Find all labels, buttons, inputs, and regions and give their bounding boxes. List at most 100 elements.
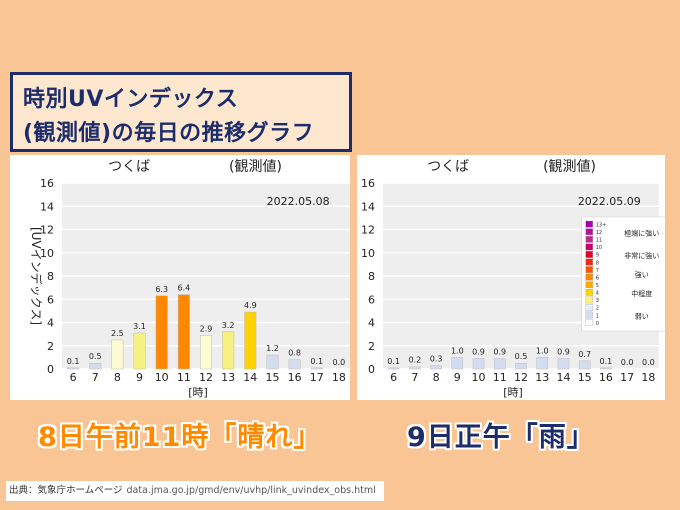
chart0-data-label: 2.9 xyxy=(200,324,213,333)
chart1-legend-swatch xyxy=(585,258,593,266)
chart0-bar xyxy=(310,367,323,370)
chart0-xtick-label: 10 xyxy=(155,371,169,384)
chart1-legend-swatch xyxy=(585,220,593,228)
chart1-bar xyxy=(430,365,442,370)
chart0-xtick-label: 15 xyxy=(265,371,279,384)
chart1-legend-level: 8 xyxy=(596,260,599,266)
chart0-data-label: 0.1 xyxy=(67,357,80,366)
chart1-ytick-label: 8 xyxy=(368,270,375,283)
chart1-bar xyxy=(493,358,506,370)
chart0-data-label: 2.5 xyxy=(111,329,124,338)
chart1-legend-swatch xyxy=(585,304,593,311)
chart1-bar xyxy=(600,367,612,370)
chart1-legend-level: 11 xyxy=(596,238,602,244)
chart1-legend-level: 9 xyxy=(596,253,599,259)
chart0-data-label: 0.8 xyxy=(288,349,301,358)
chart1-ytick-label: 16 xyxy=(361,177,375,190)
chart1-legend-swatch xyxy=(585,266,593,273)
chart1-xtick-label: 16 xyxy=(599,371,613,384)
chart0-xtick-label: 11 xyxy=(177,371,191,384)
chart-panel-left: つくば (観測値) 0 2 4 6 8 10 12 14 16 2022.05.08 0.1 6 0.5 7 2… xyxy=(10,155,350,400)
chart1-legend-swatch xyxy=(585,296,593,304)
chart1-ytick-label: 6 xyxy=(368,293,375,306)
chart1-legend-level: 13+ xyxy=(596,222,607,228)
chart0-data-label: 4.9 xyxy=(244,301,257,310)
source-label: 出典：気象庁ホームページ xyxy=(9,485,123,496)
chart0-bar xyxy=(67,367,80,370)
chart1-ytick-label: 10 xyxy=(361,247,375,260)
chart0-data-label: 0.0 xyxy=(333,358,346,367)
chart1-xtick-label: 17 xyxy=(620,371,634,384)
chart1-xtick-label: 10 xyxy=(472,371,486,384)
chart0-xtick-label: 14 xyxy=(243,371,257,384)
chart1-ytick-label: 4 xyxy=(368,317,375,330)
chart0-ytick-label: 12 xyxy=(40,224,54,237)
chart1-legend-level: 0 xyxy=(596,321,599,327)
chart1-data-label: 0.9 xyxy=(557,348,570,357)
chart1-data-label: 0.2 xyxy=(408,356,421,365)
chart1-legend-level: 10 xyxy=(596,245,602,251)
chart1-legend-level: 2 xyxy=(596,306,599,312)
chart1-legend-category: 非常に強い xyxy=(624,251,659,260)
chart1-bar xyxy=(557,358,570,370)
chart1-legend-level: 6 xyxy=(596,275,599,281)
chart0-xlabel: [時] xyxy=(188,386,208,399)
chart1-legend-swatch xyxy=(585,243,593,251)
chart0-ytick-label: 0 xyxy=(47,363,54,376)
chart0-bar xyxy=(111,339,124,370)
chart1-bar xyxy=(536,357,549,370)
chart1-xtick-label: 14 xyxy=(556,371,570,384)
chart1-bar xyxy=(578,360,591,370)
chart1-bar xyxy=(451,357,464,370)
chart1-bar xyxy=(472,358,485,370)
chart1-kind: (観測値) xyxy=(543,158,596,175)
chart1-legend-swatch xyxy=(585,251,593,258)
chart0-data-label: 6.3 xyxy=(155,285,168,294)
chart0-ytick-label: 6 xyxy=(47,293,54,306)
chart0-xtick-label: 12 xyxy=(199,371,213,384)
chart1-xtick-label: 9 xyxy=(454,371,461,384)
chart0-kind: (観測値) xyxy=(229,158,282,175)
chart1-data-label: 1.0 xyxy=(536,346,549,355)
chart1-legend-level: 3 xyxy=(596,298,599,304)
chart0-bar xyxy=(155,295,168,370)
uv-chart-may-09: つくば (観測値)02468101214162022.05.090.160.270… xyxy=(361,158,665,399)
chart0-bar xyxy=(222,331,235,370)
chart1-legend-level: 7 xyxy=(596,268,599,274)
chart0-bar xyxy=(133,332,146,370)
chart1-legend-swatch xyxy=(585,235,593,243)
chart1-xtick-label: 12 xyxy=(514,371,528,384)
chart1-xtick-label: 18 xyxy=(641,371,655,384)
uv-chart-may-08: つくば (観測値) 0 2 4 6 8 10 12 14 16 2022.05.08 0.1 6 0.5 7 2… xyxy=(29,158,350,399)
chart1-bar xyxy=(387,367,400,370)
chart1-ytick-label: 12 xyxy=(361,224,375,237)
chart1-data-label: 0.5 xyxy=(515,352,528,361)
chart1-legend-level: 4 xyxy=(596,291,599,297)
chart1-legend-swatch xyxy=(585,288,593,296)
chart0-xtick-label: 7 xyxy=(92,371,99,384)
chart0-xtick-label: 16 xyxy=(288,371,302,384)
chart1-data-label: 0.3 xyxy=(430,355,443,364)
chart0-bar xyxy=(89,362,102,370)
chart0-bar xyxy=(177,294,190,370)
chart0-bar xyxy=(288,359,301,370)
chart1-data-label: 0.7 xyxy=(578,350,591,359)
chart1-legend-swatch xyxy=(585,319,593,326)
chart0-xtick-label: 8 xyxy=(114,371,121,384)
chart1-legend-category: 強い xyxy=(635,271,649,279)
chart0-xtick-label: 17 xyxy=(310,371,324,384)
source-credit: 出典：気象庁ホームページ data.jma.go.jp/gmd/env/uvhp/… xyxy=(6,481,384,501)
chart1-xtick-label: 6 xyxy=(390,371,397,384)
chart1-data-label: 0.1 xyxy=(600,357,613,366)
chart1-data-label: 0.9 xyxy=(472,348,485,357)
chart1-legend-swatch xyxy=(585,273,593,281)
chart1-legend-level: 5 xyxy=(596,283,599,289)
chart1-bar xyxy=(409,366,421,370)
chart1-data-label: 0.0 xyxy=(621,358,634,367)
chart1-ytick-label: 14 xyxy=(361,200,375,213)
title-line-2: (観測値)の毎日の推移グラフ xyxy=(23,121,315,146)
title-line-1: 時別UVインデックス xyxy=(23,87,239,112)
caption-right: 9日正午「雨」 xyxy=(407,422,595,453)
chart0-ytick-label: 8 xyxy=(47,270,54,283)
chart1-xtick-label: 13 xyxy=(535,371,549,384)
